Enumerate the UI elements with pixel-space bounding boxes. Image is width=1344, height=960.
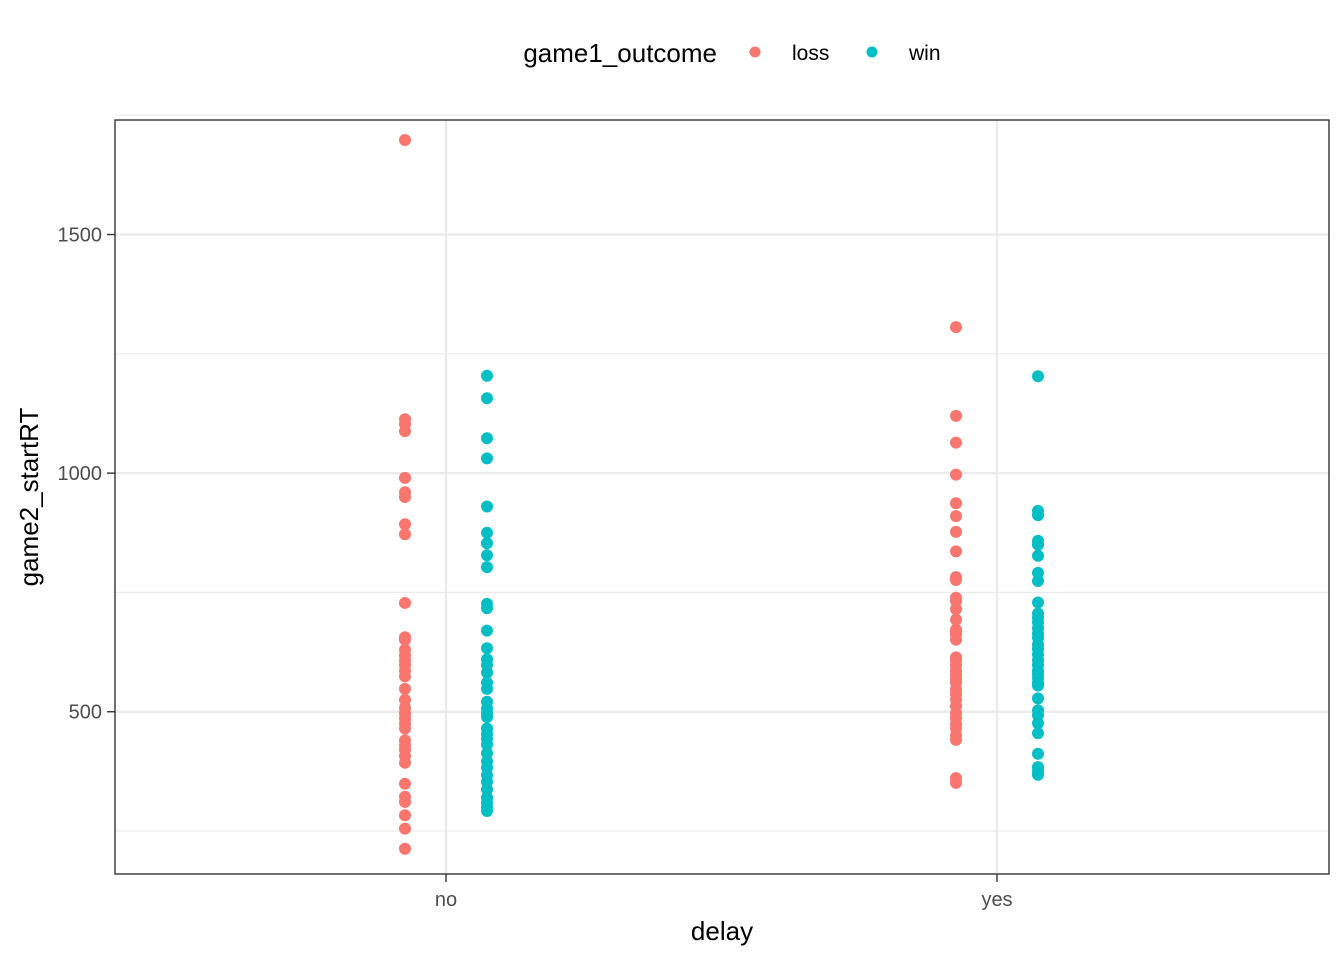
data-points — [399, 134, 1044, 855]
data-point-win — [481, 526, 493, 539]
data-point-loss — [399, 682, 411, 695]
data-point-loss — [950, 321, 962, 334]
grid-major — [115, 120, 1329, 874]
data-point-win — [481, 805, 493, 818]
data-point-win — [481, 710, 493, 723]
data-point-loss — [950, 545, 962, 558]
legend-label-loss: loss — [792, 42, 829, 65]
data-point-loss — [399, 756, 411, 769]
data-point-loss — [399, 822, 411, 835]
data-point-win — [481, 392, 493, 405]
data-point-loss — [950, 409, 962, 422]
data-point-win — [481, 666, 493, 679]
data-point-loss — [950, 613, 962, 626]
data-point-win — [481, 369, 493, 382]
data-point-loss — [950, 510, 962, 523]
legend-title: game1_outcome — [523, 38, 717, 68]
data-point-win — [1032, 596, 1044, 609]
data-point-loss — [399, 596, 411, 609]
data-point-loss — [950, 468, 962, 481]
data-point-win — [1032, 370, 1044, 383]
data-point-win — [481, 549, 493, 562]
plot-border — [114, 119, 1330, 875]
data-point-win — [481, 682, 493, 695]
data-point-loss — [950, 497, 962, 510]
data-point-win — [481, 624, 493, 637]
data-point-loss — [950, 574, 962, 587]
data-point-win — [481, 561, 493, 574]
legend-key-win — [866, 46, 878, 58]
data-point-win — [481, 432, 493, 445]
data-point-win — [1032, 727, 1044, 740]
data-point-loss — [399, 425, 411, 438]
data-point-loss — [950, 436, 962, 449]
y-axis-title: game2_startRT — [14, 408, 44, 587]
data-point-loss — [399, 809, 411, 822]
data-point-loss — [950, 733, 962, 746]
data-point-win — [1032, 679, 1044, 692]
data-point-loss — [399, 528, 411, 541]
data-point-win — [1032, 549, 1044, 562]
legend-label-win: win — [908, 42, 941, 65]
plot-panel — [115, 120, 1329, 874]
y-axis: 500 1000 1500 — [58, 225, 115, 724]
data-point-win — [1032, 747, 1044, 760]
data-point-loss — [950, 776, 962, 789]
data-point-loss — [950, 525, 962, 538]
y-tick-label: 1500 — [58, 225, 103, 247]
x-tick-label: no — [435, 889, 457, 911]
x-axis-title: delay — [691, 916, 753, 946]
data-point-win — [481, 500, 493, 513]
legend: game1_outcome loss win — [523, 38, 940, 68]
data-point-loss — [399, 670, 411, 683]
data-point-win — [1032, 538, 1044, 551]
data-point-loss — [399, 842, 411, 855]
data-point-loss — [399, 722, 411, 735]
data-point-loss — [399, 134, 411, 147]
data-point-win — [1032, 768, 1044, 781]
data-point-loss — [399, 518, 411, 531]
data-point-loss — [399, 491, 411, 503]
data-point-win — [1032, 509, 1044, 522]
data-point-loss — [950, 633, 962, 646]
x-tick-label: yes — [981, 889, 1012, 911]
y-tick-label: 500 — [69, 702, 102, 724]
legend-key-loss — [749, 46, 761, 58]
data-point-loss — [399, 471, 411, 484]
data-point-win — [1032, 692, 1044, 705]
x-axis: no yes — [435, 874, 1013, 911]
data-point-win — [481, 537, 493, 550]
data-point-win — [481, 452, 493, 465]
data-point-win — [481, 642, 493, 655]
data-point-loss — [399, 795, 411, 808]
data-point-win — [481, 738, 493, 751]
data-point-loss — [399, 633, 411, 646]
y-tick-label: 1000 — [58, 463, 103, 485]
data-point-win — [481, 602, 493, 615]
data-point-loss — [399, 777, 411, 790]
grid-minor — [115, 114, 1329, 832]
data-point-win — [1032, 717, 1044, 730]
data-point-loss — [950, 603, 962, 616]
data-point-win — [1032, 574, 1044, 587]
